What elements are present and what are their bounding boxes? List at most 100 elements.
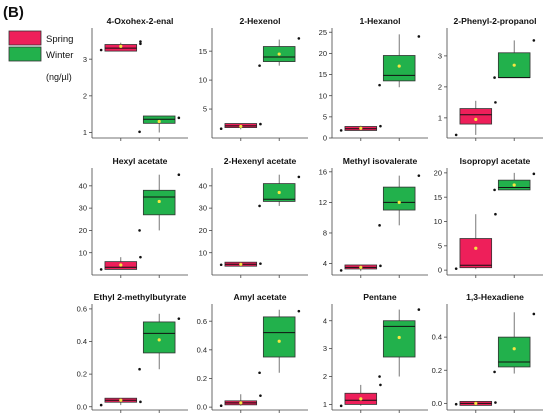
data-point (99, 48, 103, 52)
y-tick-label: 40 (199, 181, 207, 190)
winter-box (138, 313, 181, 371)
data-point (378, 375, 381, 378)
data-point (258, 371, 261, 375)
data-point (258, 204, 261, 208)
mean-marker (359, 397, 363, 401)
legend-swatch-spring (8, 30, 42, 46)
panel-7: Methyl isovalerate 4 8 12 16 (319, 156, 428, 278)
data-point (417, 174, 421, 177)
y-tick-label: 15 (319, 70, 327, 79)
y-tick-label: 8 (323, 229, 327, 238)
box (382, 55, 416, 82)
data-point (339, 404, 343, 408)
data-point (258, 64, 261, 67)
y-tick-label: 1 (323, 400, 327, 409)
y-tick-label: 3 (438, 51, 442, 60)
data-point (493, 370, 496, 374)
mean-marker (157, 119, 161, 124)
panel-title: 2-Hexenol (239, 16, 280, 26)
panel-title: Amyl acetate (233, 292, 286, 302)
data-point (297, 309, 301, 313)
y-tick-label: 3 (83, 55, 87, 64)
data-point (532, 39, 536, 42)
winter-box (138, 173, 181, 232)
data-point (138, 130, 141, 134)
data-point (454, 133, 458, 137)
data-point (219, 404, 223, 408)
winter-box (493, 39, 536, 79)
box (382, 186, 416, 211)
mean-marker (474, 246, 478, 250)
winter-box (258, 37, 301, 67)
box (262, 316, 296, 358)
unit-label: (ng/µl) (46, 72, 72, 82)
winter-box (138, 115, 181, 134)
winter-box (493, 312, 536, 374)
panel-1: 4-Oxohex-2-enal 1 2 3 (83, 16, 188, 141)
mean-marker (359, 126, 363, 130)
box (459, 238, 493, 269)
y-tick-label: 20 (79, 226, 87, 235)
panels: 4-Oxohex-2-enal1232-Hexenol510151-Hexano… (77, 16, 543, 413)
panel-title: 2-Hexenyl acetate (224, 156, 297, 166)
data-point (417, 35, 421, 38)
y-tick-label: 5 (438, 241, 442, 250)
winter-box (378, 174, 421, 227)
data-point (177, 317, 181, 320)
data-point (138, 229, 141, 232)
y-tick-label: 0.6 (77, 304, 87, 313)
data-point (259, 262, 262, 265)
mean-marker (277, 190, 281, 195)
y-tick-label: 20 (319, 49, 327, 58)
data-point (259, 122, 262, 126)
data-point (339, 129, 343, 132)
data-point (379, 124, 382, 128)
data-point (339, 269, 343, 272)
mean-marker (157, 199, 161, 204)
panel-6: 2-Hexenyl acetate 10 20 30 40 (199, 156, 308, 278)
y-tick-label: 20 (199, 226, 207, 235)
panel-8: Isopropyl acetate 0 5 10 15 20 (434, 156, 543, 278)
mean-marker (512, 63, 516, 67)
panel-4: 2-Phenyl-2-propanol 1 2 3 (438, 16, 543, 141)
spring-box (99, 397, 142, 407)
data-point (494, 212, 497, 216)
panel-label: (B) (3, 4, 24, 21)
spring-box (339, 264, 382, 272)
y-tick-label: 0.0 (197, 403, 207, 412)
y-tick-label: 40 (79, 181, 87, 190)
spring-box (219, 394, 262, 408)
panel-title: 2-Phenyl-2-propanol (453, 16, 536, 26)
data-point (454, 402, 458, 406)
data-point (494, 401, 497, 404)
y-tick-label: 0.4 (77, 337, 87, 346)
y-tick-label: 1 (83, 128, 87, 137)
y-tick-label: 25 (319, 28, 327, 37)
data-point (532, 172, 536, 176)
data-point (494, 101, 497, 104)
y-tick-label: 30 (199, 204, 207, 213)
data-point (493, 188, 496, 192)
data-point (417, 308, 421, 311)
mean-marker (277, 52, 281, 56)
mean-marker (512, 183, 516, 187)
y-tick-label: 4 (323, 316, 327, 325)
spring-box (99, 40, 142, 52)
mean-marker (119, 263, 123, 267)
legend-label-spring: Spring (46, 34, 73, 45)
spring-box (99, 255, 142, 271)
panel-title: 4-Oxohex-2-enal (107, 16, 174, 26)
panel-5: Hexyl acetate 10 20 30 40 (79, 156, 188, 278)
data-point (297, 175, 301, 179)
panel-10: Amyl acetate 0.0 0.2 0.4 0.6 (197, 292, 308, 413)
data-point (219, 127, 223, 131)
mean-marker (512, 347, 516, 351)
data-point (139, 255, 142, 259)
panel-3: 1-Hexanol 0 5 10 15 20 25 (319, 16, 428, 143)
y-tick-label: 12 (319, 198, 327, 207)
data-point (177, 173, 181, 176)
y-tick-label: 0.0 (432, 399, 442, 408)
mean-marker (397, 335, 401, 340)
data-point (99, 268, 103, 271)
data-point (138, 367, 141, 371)
